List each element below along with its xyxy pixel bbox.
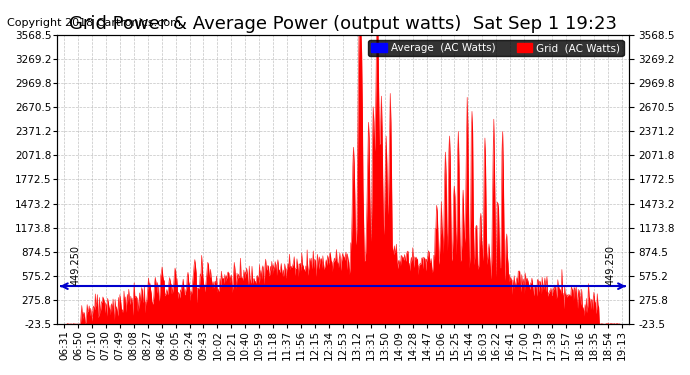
Legend: Average  (AC Watts), Grid  (AC Watts): Average (AC Watts), Grid (AC Watts): [368, 40, 624, 56]
Title: Grid Power & Average Power (output watts)  Sat Sep 1 19:23: Grid Power & Average Power (output watts…: [69, 15, 617, 33]
Text: 449.250: 449.250: [70, 244, 80, 285]
Text: 449.250: 449.250: [606, 244, 615, 285]
Text: Copyright 2018 Cartronics.com: Copyright 2018 Cartronics.com: [7, 18, 181, 28]
